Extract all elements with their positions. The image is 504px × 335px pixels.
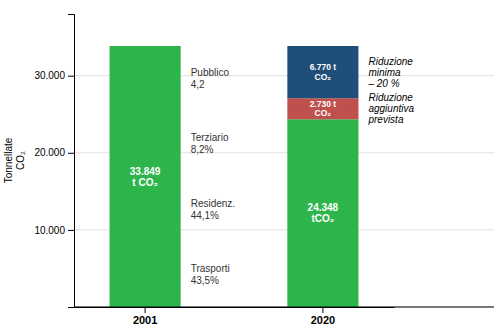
series-label-line: Riduzione bbox=[368, 92, 413, 103]
bar bbox=[287, 46, 358, 98]
y-tick: 30.000 bbox=[34, 70, 74, 81]
bar bbox=[287, 119, 358, 307]
data-label-line: 24.348 bbox=[308, 202, 339, 213]
y-tick-label: 20.000 bbox=[34, 147, 65, 158]
data-label: 33.849t CO₂ bbox=[130, 166, 161, 188]
y-tick-mark bbox=[68, 76, 74, 77]
x-axis-extension bbox=[74, 307, 494, 308]
grid-line bbox=[74, 307, 494, 308]
annotation-line: Terziario bbox=[191, 132, 229, 143]
x-tick: 2020 bbox=[311, 307, 335, 326]
data-label: 6.770 tCO₂ bbox=[310, 62, 337, 82]
y-axis-line bbox=[68, 15, 75, 308]
annotation: Terziario8,2% bbox=[191, 132, 229, 155]
y-label: TonnellateCO₂ bbox=[3, 137, 26, 183]
x-axis: 2001 2020 bbox=[75, 307, 395, 326]
data-label-line: 2.730 t bbox=[310, 99, 337, 109]
data-label: 2.730 tCO₂ bbox=[310, 99, 337, 119]
x-tick-label: 2001 bbox=[133, 314, 157, 326]
annotation-line: 8,2% bbox=[191, 144, 214, 155]
annotation-line: 43,5% bbox=[191, 275, 219, 286]
x-tick-mark bbox=[145, 307, 146, 313]
annotation: Residenz.44,1% bbox=[191, 198, 235, 221]
bar bbox=[287, 98, 358, 119]
data-label: 24.348tCO₂ bbox=[308, 202, 339, 224]
y-tick-label: 30.000 bbox=[34, 70, 65, 81]
bars bbox=[110, 46, 359, 307]
y-tick-mark bbox=[68, 230, 74, 231]
series-label: Riduzioneaggiuntivaprevista bbox=[367, 92, 414, 125]
annotation: Trasporti43,5% bbox=[191, 263, 230, 286]
data-label-line: CO₂ bbox=[315, 108, 332, 118]
y-tick: 10.000 bbox=[34, 225, 74, 236]
y-axis: 10.000 20.000 30.000 bbox=[34, 15, 74, 308]
data-label-line: CO₂ bbox=[315, 72, 332, 82]
annotation-line: 44,1% bbox=[191, 210, 219, 221]
series-label-line: prevista bbox=[367, 114, 403, 125]
annotation-line: 4,2 bbox=[191, 79, 205, 90]
data-label-line: 33.849 bbox=[130, 166, 161, 177]
y-label-line: Tonnellate bbox=[3, 137, 14, 183]
annotation-line: Trasporti bbox=[191, 263, 230, 274]
data-label-line: 6.770 t bbox=[310, 62, 337, 72]
series-label-line: aggiuntiva bbox=[368, 103, 414, 114]
chart: 10.00020.00030.00020012020TonnellateCO₂3… bbox=[0, 0, 504, 335]
x-tick-mark bbox=[322, 307, 323, 313]
series-label-line: – 20 % bbox=[367, 78, 399, 89]
y-tick-label: 10.000 bbox=[34, 225, 65, 236]
annotation-line: Residenz. bbox=[191, 198, 235, 209]
y-tick-mark bbox=[68, 153, 74, 154]
annotation: Pubblico4,2 bbox=[191, 67, 230, 90]
bar bbox=[110, 46, 181, 307]
x-tick: 2001 bbox=[133, 307, 157, 326]
x-tick-label: 2020 bbox=[311, 314, 335, 326]
data-label-line: tCO₂ bbox=[311, 213, 334, 224]
y-tick bbox=[68, 307, 74, 308]
texts: 33.849t CO₂24.348tCO₂2.730 tCO₂6.770 tCO… bbox=[130, 56, 415, 286]
y-label-line: CO₂ bbox=[15, 151, 26, 170]
y-tick: 20.000 bbox=[34, 147, 74, 158]
plot: 10.00020.00030.00020012020TonnellateCO₂3… bbox=[3, 15, 494, 326]
series-label-line: minima bbox=[368, 67, 401, 78]
y-tick-mark bbox=[68, 307, 74, 308]
annotation-line: Pubblico bbox=[191, 67, 230, 78]
series-label-line: Riduzione bbox=[368, 56, 413, 67]
series-label: Riduzioneminima– 20 % bbox=[367, 56, 413, 89]
data-label-line: t CO₂ bbox=[132, 177, 158, 188]
